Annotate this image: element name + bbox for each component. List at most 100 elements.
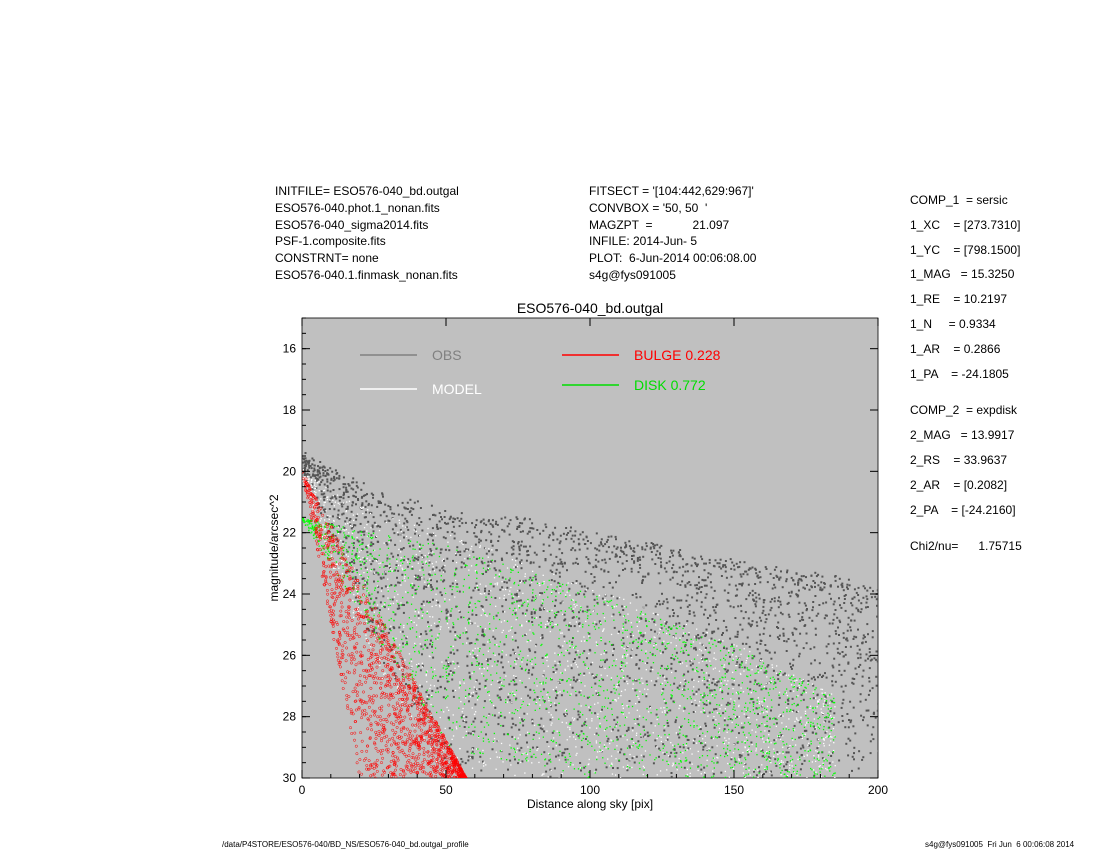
obs-point	[860, 714, 863, 717]
model-point	[493, 737, 496, 740]
model-point	[779, 714, 781, 716]
obs-point	[696, 565, 698, 568]
disk-point	[779, 763, 781, 766]
model-point	[829, 702, 831, 704]
obs-point	[595, 768, 598, 771]
model-point	[419, 550, 421, 552]
disk-point	[384, 602, 386, 604]
obs-point	[406, 601, 408, 604]
obs-point	[542, 608, 545, 611]
obs-point	[816, 694, 819, 697]
disk-point	[640, 611, 642, 613]
model-point	[477, 625, 479, 627]
obs-point	[483, 643, 486, 646]
model-point	[440, 626, 442, 628]
disk-point	[770, 682, 772, 684]
disk-point	[716, 737, 718, 739]
obs-point	[455, 553, 457, 556]
obs-point	[705, 724, 707, 727]
disk-point	[603, 650, 606, 652]
obs-point	[345, 486, 348, 489]
model-point	[307, 480, 310, 483]
disk-point	[458, 697, 460, 699]
obs-point	[718, 736, 721, 738]
obs-point	[368, 620, 371, 623]
obs-point	[614, 553, 617, 556]
disk-point	[754, 672, 756, 675]
obs-point	[802, 746, 805, 749]
disk-point	[810, 725, 812, 728]
obs-point	[730, 567, 733, 570]
obs-point	[533, 612, 536, 615]
obs-point	[459, 550, 462, 553]
obs-point	[397, 569, 400, 572]
disk-point	[437, 637, 439, 639]
model-point	[313, 484, 316, 486]
obs-point	[858, 750, 861, 753]
model-point	[490, 683, 492, 686]
obs-point	[629, 654, 632, 657]
obs-point	[797, 581, 800, 584]
obs-point	[870, 658, 873, 661]
disk-point	[597, 692, 600, 694]
obs-point	[333, 495, 336, 498]
obs-point	[531, 621, 534, 623]
disk-point	[415, 631, 418, 633]
model-point	[661, 711, 663, 713]
obs-point	[345, 489, 348, 492]
obs-point	[342, 483, 345, 486]
obs-point	[529, 584, 531, 587]
model-point	[463, 565, 466, 567]
model-point	[627, 764, 629, 766]
obs-point	[473, 655, 476, 658]
obs-point	[806, 738, 809, 741]
model-point	[616, 745, 618, 747]
obs-point	[846, 583, 849, 586]
model-point	[518, 596, 520, 598]
model-point	[806, 722, 808, 724]
obs-point	[608, 557, 611, 560]
obs-point	[767, 664, 770, 667]
disk-point	[592, 694, 594, 696]
model-point	[437, 638, 439, 640]
model-point	[599, 750, 601, 752]
obs-point	[678, 736, 681, 739]
model-point	[770, 762, 772, 764]
obs-point	[628, 545, 631, 548]
model-point	[397, 593, 399, 596]
model-point	[626, 716, 628, 718]
obs-point	[593, 676, 596, 679]
disk-point	[462, 643, 464, 645]
model-point	[823, 777, 825, 778]
model-point	[501, 750, 503, 752]
obs-point	[554, 599, 557, 602]
obs-point	[311, 457, 314, 460]
disk-point	[483, 675, 485, 677]
model-point	[815, 728, 817, 730]
model-point	[738, 758, 740, 760]
disk-point	[573, 708, 575, 710]
disk-point	[545, 655, 547, 657]
model-point	[563, 640, 566, 642]
disk-point	[720, 680, 723, 682]
disk-point	[769, 760, 771, 762]
obs-point	[602, 586, 605, 589]
disk-point	[497, 612, 499, 614]
obs-point	[413, 702, 416, 705]
obs-point	[528, 530, 531, 533]
params-line: COMP_2 = expdisk	[910, 403, 1018, 418]
disk-point	[531, 658, 533, 660]
obs-point	[383, 639, 386, 642]
obs-point	[419, 507, 422, 509]
disk-point	[678, 661, 680, 663]
disk-point	[807, 750, 809, 752]
model-point	[672, 762, 674, 764]
disk-point	[755, 745, 757, 747]
disk-point	[588, 696, 591, 698]
obs-point	[475, 656, 478, 659]
model-point	[470, 565, 473, 567]
model-point	[519, 581, 522, 584]
obs-point	[570, 548, 573, 551]
disk-point	[566, 710, 568, 712]
disk-point	[397, 647, 399, 649]
